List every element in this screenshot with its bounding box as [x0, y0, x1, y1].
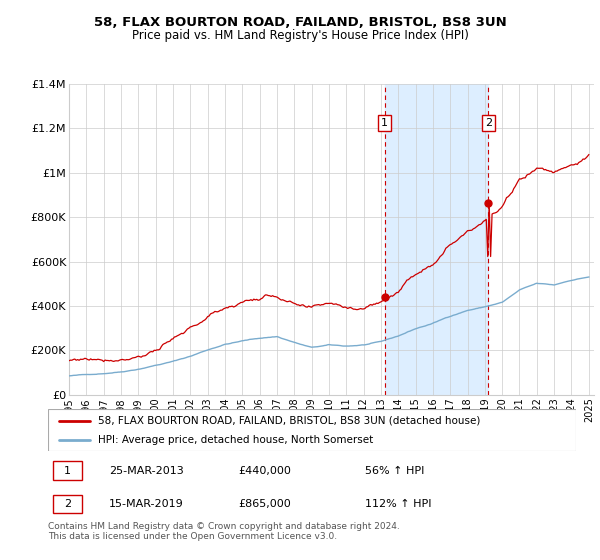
Text: 2: 2: [64, 499, 71, 509]
Text: HPI: Average price, detached house, North Somerset: HPI: Average price, detached house, Nort…: [98, 435, 373, 445]
Text: 25-MAR-2013: 25-MAR-2013: [109, 465, 184, 475]
Text: £440,000: £440,000: [238, 465, 291, 475]
FancyBboxPatch shape: [48, 409, 576, 451]
Text: Price paid vs. HM Land Registry's House Price Index (HPI): Price paid vs. HM Land Registry's House …: [131, 29, 469, 42]
Text: 56% ↑ HPI: 56% ↑ HPI: [365, 465, 424, 475]
Text: 1: 1: [381, 118, 388, 128]
Text: 1: 1: [64, 465, 71, 475]
Bar: [385, 84, 488, 395]
Text: 58, FLAX BOURTON ROAD, FAILAND, BRISTOL, BS8 3UN (detached house): 58, FLAX BOURTON ROAD, FAILAND, BRISTOL,…: [98, 416, 481, 426]
Text: 15-MAR-2019: 15-MAR-2019: [109, 499, 184, 509]
Text: Contains HM Land Registry data © Crown copyright and database right 2024.
This d: Contains HM Land Registry data © Crown c…: [48, 522, 400, 542]
Text: 112% ↑ HPI: 112% ↑ HPI: [365, 499, 431, 509]
Text: 2: 2: [485, 118, 492, 128]
FancyBboxPatch shape: [53, 461, 82, 480]
Text: £865,000: £865,000: [238, 499, 291, 509]
Text: 58, FLAX BOURTON ROAD, FAILAND, BRISTOL, BS8 3UN: 58, FLAX BOURTON ROAD, FAILAND, BRISTOL,…: [94, 16, 506, 29]
FancyBboxPatch shape: [53, 494, 82, 513]
